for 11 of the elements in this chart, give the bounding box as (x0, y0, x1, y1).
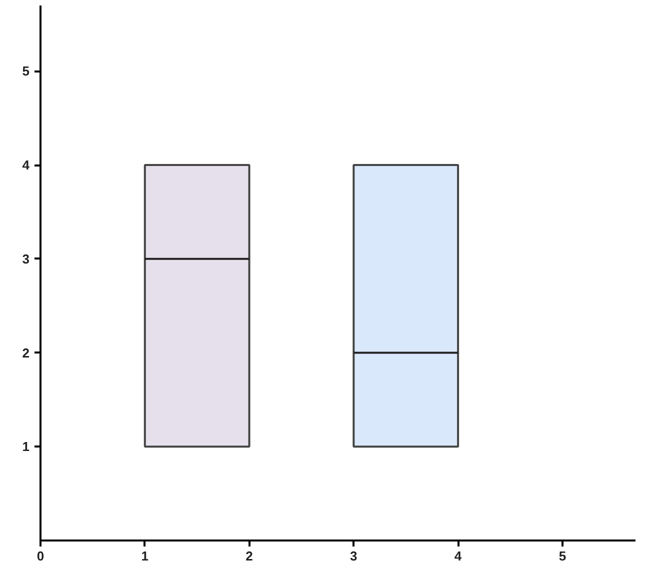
x-tick-label: 3 (350, 548, 358, 564)
x-tick-label: 5 (558, 548, 566, 564)
x-tick-label: 1 (141, 548, 149, 564)
x-tick-label: 4 (454, 548, 462, 564)
y-tick-label: 2 (22, 345, 30, 360)
y-tick-label: 4 (22, 158, 30, 173)
x-tick-label: 2 (246, 548, 253, 564)
y-tick-label: 5 (22, 64, 30, 79)
x-tick-label: 0 (36, 548, 44, 564)
y-tick-label: 3 (22, 251, 30, 266)
y-tick-label: 1 (22, 439, 30, 454)
